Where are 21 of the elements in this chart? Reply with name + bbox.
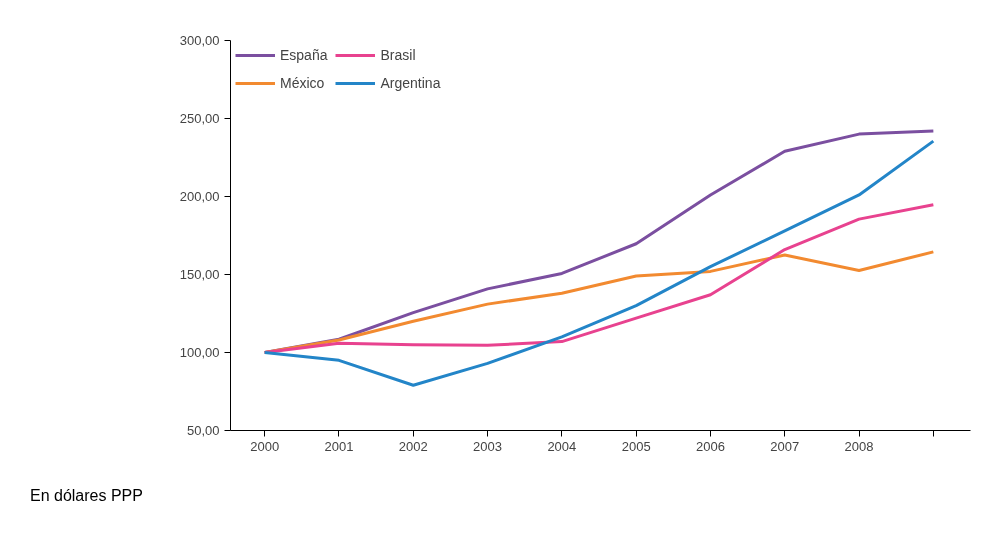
y-tick-label: 250,00 — [179, 111, 220, 126]
line-series — [263, 139, 935, 387]
x-tick-label: 2007 — [770, 438, 800, 454]
x-tick-label: 2008 — [844, 438, 874, 454]
x-tick-label: 2006 — [696, 438, 725, 454]
legend-label: Argentina — [380, 75, 441, 91]
x-tick-label: 2001 — [324, 438, 354, 454]
y-tick-label: 150,00 — [179, 267, 220, 282]
legend-label: México — [280, 75, 325, 91]
y-tick-label: 200,00 — [179, 189, 220, 204]
y-tick-label: 50,00 — [186, 423, 220, 438]
y-tick-label: 300,00 — [179, 33, 220, 48]
x-tick-label: 2004 — [547, 438, 577, 454]
y-tick-label: 100,00 — [179, 345, 220, 360]
text: En dólares PPP — [30, 486, 143, 506]
x-tick-label: 2002 — [398, 438, 428, 454]
legend-label: Brasil — [380, 47, 416, 63]
x-tick-label: 2000 — [250, 438, 280, 454]
x-tick-label: 2005 — [621, 438, 651, 454]
x-tick-label: 2003 — [473, 438, 503, 454]
legend-label: España — [280, 47, 328, 63]
